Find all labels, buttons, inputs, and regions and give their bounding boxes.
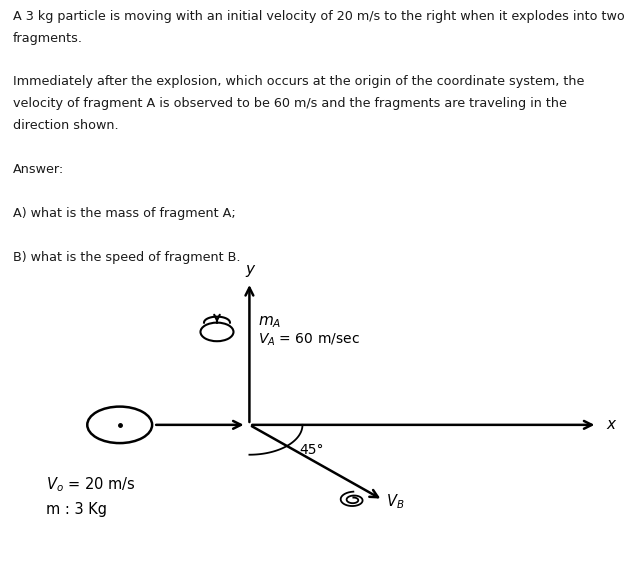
Text: A) what is the mass of fragment A;: A) what is the mass of fragment A;: [13, 207, 235, 220]
Text: velocity of fragment A is observed to be 60 m/s and the fragments are traveling : velocity of fragment A is observed to be…: [13, 97, 567, 110]
Text: x: x: [606, 418, 615, 432]
Text: $V_B$: $V_B$: [385, 492, 404, 511]
Text: Answer:: Answer:: [13, 163, 64, 176]
Text: Immediately after the explosion, which occurs at the origin of the coordinate sy: Immediately after the explosion, which o…: [13, 75, 584, 89]
Text: $V_o$ = 20 m/s: $V_o$ = 20 m/s: [46, 475, 136, 494]
Text: $m_A$: $m_A$: [258, 314, 281, 330]
Text: B) what is the speed of fragment B.: B) what is the speed of fragment B.: [13, 251, 240, 264]
Text: m : 3 Kg: m : 3 Kg: [46, 502, 107, 517]
Text: fragments.: fragments.: [13, 32, 82, 45]
Text: $V_A$ = 60 m/sec: $V_A$ = 60 m/sec: [258, 332, 360, 349]
Text: y: y: [245, 262, 254, 277]
Text: 45°: 45°: [299, 443, 324, 456]
Text: direction shown.: direction shown.: [13, 119, 119, 132]
Text: A 3 kg particle is moving with an initial velocity of 20 m/s to the right when i: A 3 kg particle is moving with an initia…: [13, 10, 624, 23]
